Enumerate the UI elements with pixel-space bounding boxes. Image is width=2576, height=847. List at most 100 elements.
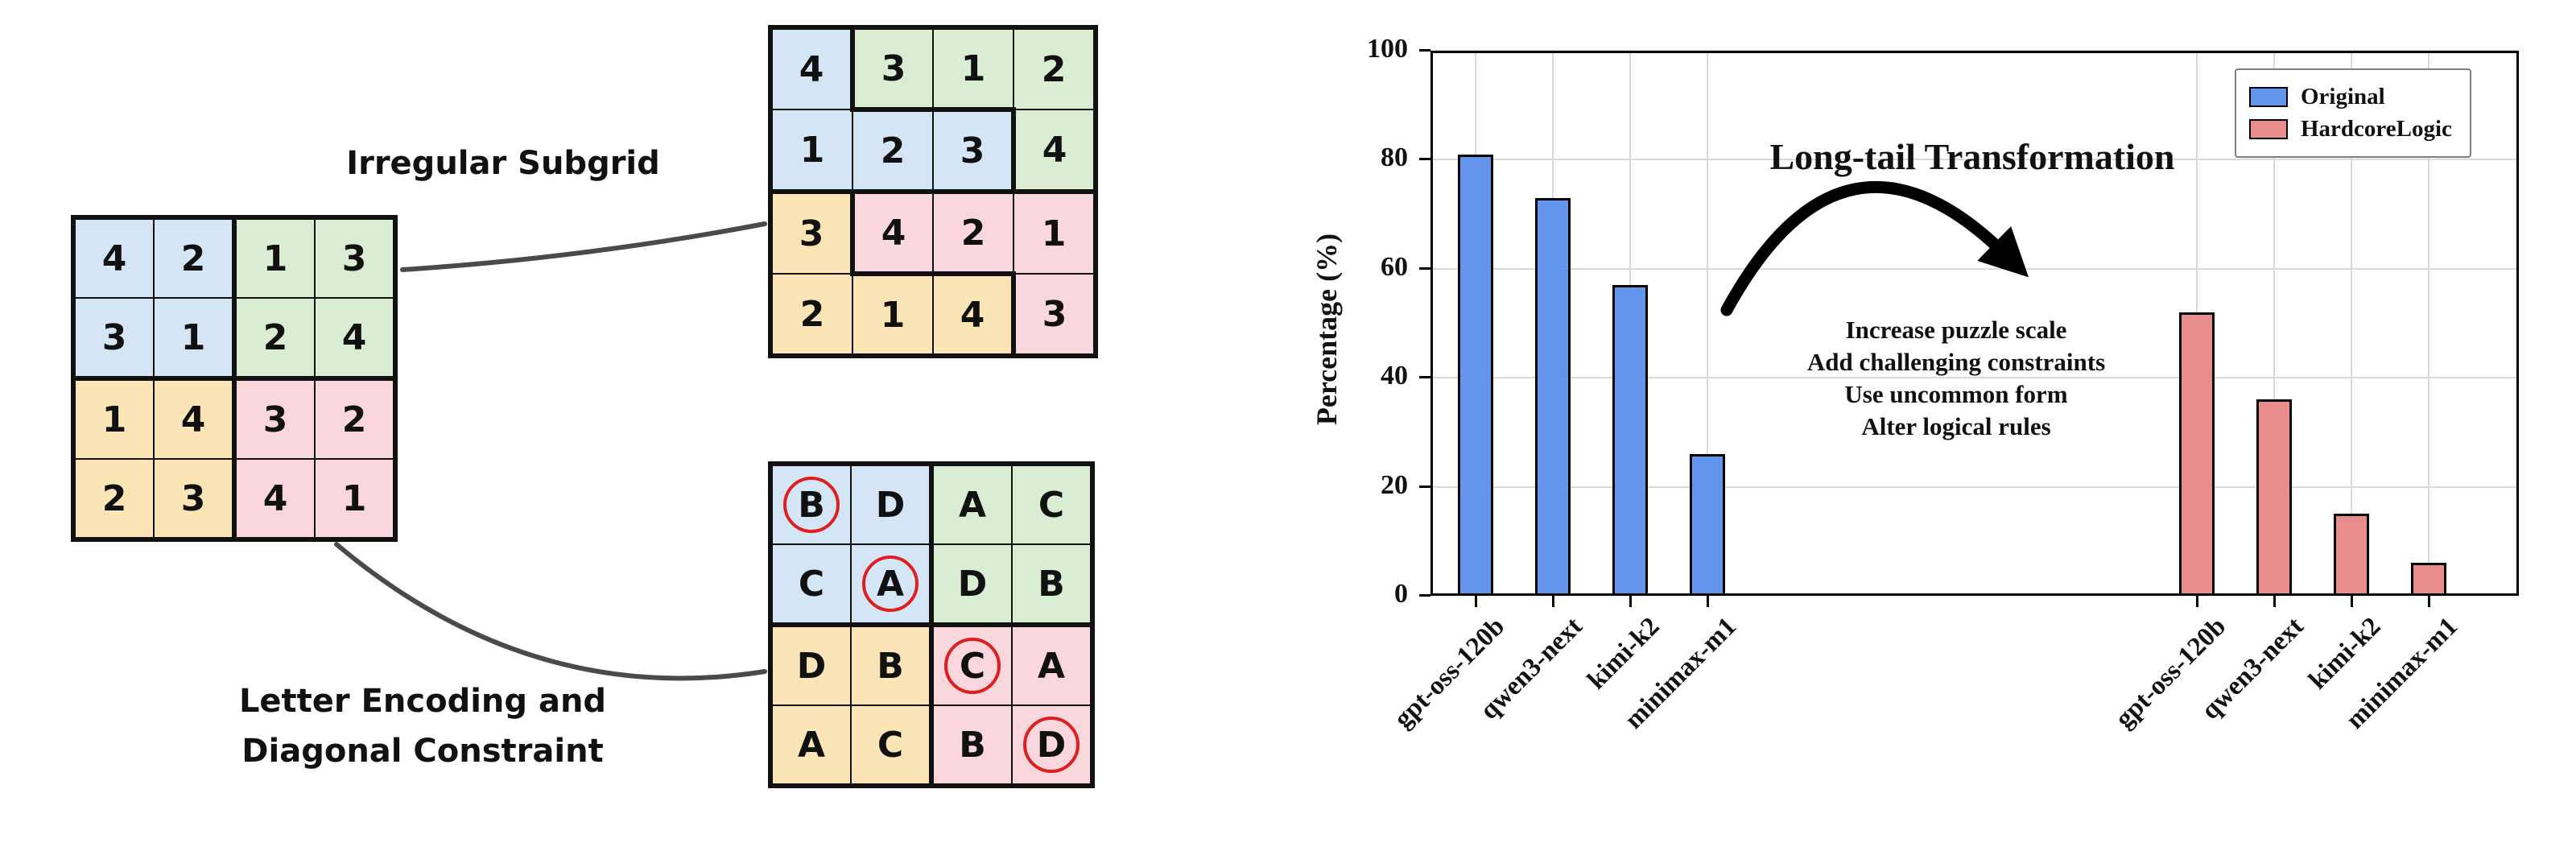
x-tick-mark xyxy=(1474,596,1477,607)
cell-r1c2: 3 xyxy=(932,107,1016,194)
y-tick-mark xyxy=(1419,594,1430,597)
bar-hardcorelogic-gpt-oss-120b xyxy=(2179,312,2215,596)
cell-r2c1: 4 xyxy=(850,189,934,276)
cell-r0c2: 1 xyxy=(232,215,316,299)
cell-r3c0: A xyxy=(768,704,852,788)
gridline-v xyxy=(2428,51,2429,596)
legend-item-hardcorelogic: HardcoreLogic xyxy=(2249,116,2452,143)
cell-r3c3: 3 xyxy=(1011,273,1098,358)
x-tick-mark xyxy=(1629,596,1632,607)
transformation-note-line: Alter logical rules xyxy=(1861,412,2051,440)
y-axis-label: Percentage (%) xyxy=(1311,233,1343,426)
transformation-notes: Increase puzzle scale Add challenging con… xyxy=(1707,314,2206,443)
cell-r0c0: 4 xyxy=(768,25,855,110)
arrow-label: Long-tail Transformation xyxy=(1769,136,2175,177)
diagonal-circle: D xyxy=(1023,717,1080,773)
y-tick-mark xyxy=(1419,376,1430,379)
cell-r2c1: 4 xyxy=(153,376,237,460)
cell-r1c3: 4 xyxy=(1011,109,1098,194)
bar-original-minimax-m1 xyxy=(1690,453,1725,596)
connector-to-letter-grid xyxy=(334,542,767,681)
cell-r1c3: 4 xyxy=(314,297,398,381)
connector-curves xyxy=(334,221,767,681)
diagonal-circle: C xyxy=(944,638,1001,694)
transformation-note-line: Add challenging constraints xyxy=(1806,348,2106,376)
cell-r3c3: D xyxy=(1011,704,1095,788)
cell-r1c0: C xyxy=(768,543,852,627)
cell-r0c1: D xyxy=(850,461,934,545)
cell-r3c0: 2 xyxy=(71,458,155,542)
y-tick-label: 0 xyxy=(1394,579,1408,609)
cell-r2c2: C xyxy=(929,622,1013,706)
chart-legend: Original HardcoreLogic xyxy=(2235,68,2471,158)
legend-swatch xyxy=(2249,119,2288,139)
gridline-v xyxy=(2351,51,2352,596)
cell-r3c2: 4 xyxy=(232,458,316,542)
bar-hardcorelogic-qwen3-next xyxy=(2256,399,2292,596)
cell-r3c2: B xyxy=(929,704,1013,788)
letter-label-line2: Diagonal Constraint xyxy=(242,733,604,770)
x-tick-mark xyxy=(2427,596,2430,607)
x-tick-mark xyxy=(2195,596,2198,607)
x-tick-mark xyxy=(1706,596,1709,607)
cell-r3c0: 2 xyxy=(768,273,853,358)
legend-label: Original xyxy=(2301,84,2385,109)
cell-r2c0: D xyxy=(768,622,852,706)
x-tick-mark xyxy=(1551,596,1554,607)
cell-r2c3: A xyxy=(1011,622,1095,706)
gridline-h xyxy=(1430,377,2519,379)
y-tick-label: 80 xyxy=(1381,143,1408,173)
gridline-h xyxy=(1430,267,2519,270)
bar-hardcorelogic-kimi-k2 xyxy=(2334,514,2369,596)
cell-r1c1: A xyxy=(850,543,934,627)
cell-r1c1: 1 xyxy=(153,297,237,381)
cell-r0c3: C xyxy=(1011,461,1095,545)
gridline-v xyxy=(1707,51,1708,596)
cell-r1c0: 1 xyxy=(768,109,853,194)
legend-label: HardcoreLogic xyxy=(2301,116,2452,142)
cell-r0c2: A xyxy=(929,461,1013,545)
bar-original-kimi-k2 xyxy=(1612,285,1648,596)
y-tick-mark xyxy=(1419,485,1430,488)
gridline-v xyxy=(2273,51,2275,596)
cell-r0c3: 2 xyxy=(1013,25,1098,110)
gridline-h xyxy=(1430,485,2519,488)
diagonal-circle: A xyxy=(862,556,919,612)
gridline-h xyxy=(1430,159,2519,161)
cell-r3c1: C xyxy=(850,704,934,788)
cell-r2c2: 3 xyxy=(232,376,316,460)
letter-label-line1: Letter Encoding and xyxy=(238,683,607,720)
cell-r0c3: 3 xyxy=(314,215,398,299)
bar-hardcorelogic-minimax-m1 xyxy=(2411,563,2446,596)
letter-encoding-label: Letter Encoding and Diagonal Constraint xyxy=(141,676,704,776)
cell-r2c3: 2 xyxy=(314,376,398,460)
y-tick-mark xyxy=(1419,158,1430,161)
cell-r0c0: B xyxy=(768,461,852,545)
bar-original-qwen3-next xyxy=(1535,197,1571,596)
cell-r1c1: 2 xyxy=(852,107,934,194)
y-tick-mark xyxy=(1419,49,1430,52)
long-tail-arrow-path xyxy=(1720,180,2029,316)
irregular-subgrid-label: Irregular Subgrid xyxy=(346,145,660,182)
cell-r0c1: 3 xyxy=(850,25,934,112)
cell-r2c1: B xyxy=(850,622,934,706)
y-tick-label: 40 xyxy=(1381,361,1408,391)
y-tick-mark xyxy=(1419,266,1430,270)
cell-r3c2: 4 xyxy=(932,271,1016,358)
connector-to-irregular-grid xyxy=(400,221,767,272)
bar-original-gpt-oss-120b xyxy=(1458,154,1493,596)
